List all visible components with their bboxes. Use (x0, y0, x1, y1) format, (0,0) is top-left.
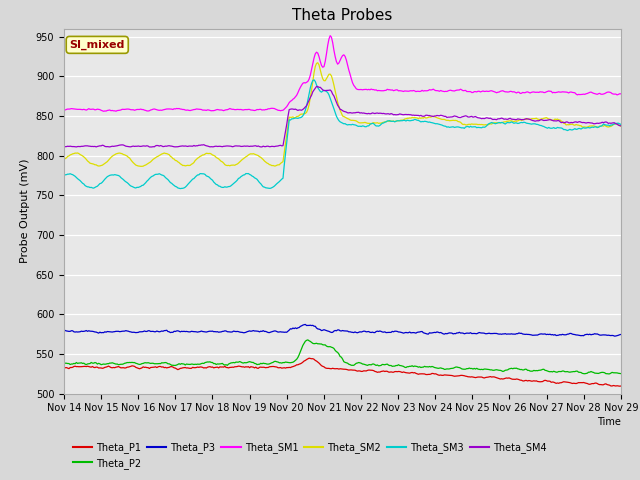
Text: Time: Time (597, 417, 621, 427)
Theta_SM1 (326, 33, 334, 38)
Theta_SM2 (465, 121, 473, 127)
Theta_SM4 (596, 120, 604, 126)
Theta_P3 (617, 332, 625, 337)
Theta_P2 (617, 371, 625, 376)
Theta_SM2 (611, 121, 618, 127)
Legend: Theta_P1, Theta_P2, Theta_P3, Theta_SM1, Theta_SM2, Theta_SM3, Theta_SM4: Theta_P1, Theta_P2, Theta_P3, Theta_SM1,… (69, 438, 550, 473)
Line: Theta_P1: Theta_P1 (64, 358, 621, 386)
Theta_P1 (375, 369, 383, 375)
Theta_SM3 (376, 122, 384, 128)
Theta_SM3 (153, 171, 161, 177)
Theta_P1 (609, 383, 617, 388)
Theta_P2 (304, 337, 312, 343)
Theta_SM4 (611, 120, 618, 126)
Theta_SM1 (154, 107, 162, 113)
Theta_SM4 (148, 144, 156, 150)
Theta_SM4 (376, 110, 384, 116)
Theta_SM4 (313, 84, 321, 89)
Theta_P3 (595, 332, 602, 337)
Theta_P3 (609, 333, 617, 338)
Theta_P2 (605, 371, 612, 377)
Theta_SM3 (465, 124, 473, 130)
Line: Theta_SM4: Theta_SM4 (64, 86, 621, 147)
Y-axis label: Probe Output (mV): Probe Output (mV) (20, 159, 30, 264)
Theta_SM1 (100, 108, 108, 114)
Theta_SM2 (122, 153, 130, 158)
Title: Theta Probes: Theta Probes (292, 9, 392, 24)
Line: Theta_SM3: Theta_SM3 (64, 80, 621, 189)
Theta_P2 (122, 360, 130, 366)
Theta_SM1 (124, 106, 131, 112)
Theta_SM1 (60, 107, 68, 113)
Theta_SM3 (617, 121, 625, 127)
Theta_SM1 (596, 90, 604, 96)
Theta_P3 (611, 333, 618, 339)
Theta_SM3 (596, 123, 604, 129)
Text: SI_mixed: SI_mixed (70, 40, 125, 50)
Theta_P3 (464, 330, 472, 336)
Theta_SM3 (611, 121, 618, 127)
Theta_SM4 (465, 114, 473, 120)
Theta_P2 (60, 360, 68, 366)
Theta_P3 (301, 322, 309, 327)
Line: Theta_SM2: Theta_SM2 (64, 63, 621, 167)
Theta_SM3 (310, 77, 318, 83)
Theta_P1 (60, 365, 68, 371)
Line: Theta_P2: Theta_P2 (64, 340, 621, 374)
Theta_P2 (611, 370, 618, 376)
Theta_SM2 (138, 164, 146, 169)
Theta_SM2 (154, 154, 162, 159)
Theta_SM4 (617, 123, 625, 129)
Theta_SM3 (122, 179, 130, 185)
Theta_P1 (616, 384, 623, 389)
Theta_SM2 (596, 124, 604, 130)
Theta_P3 (375, 329, 383, 335)
Theta_P2 (153, 361, 161, 367)
Theta_SM2 (376, 120, 384, 126)
Theta_SM2 (617, 123, 625, 129)
Theta_SM4 (60, 144, 68, 150)
Theta_P2 (375, 363, 383, 369)
Theta_P3 (122, 328, 130, 334)
Theta_P3 (60, 327, 68, 333)
Theta_SM4 (154, 143, 162, 148)
Theta_P1 (153, 365, 161, 371)
Theta_P3 (153, 328, 161, 334)
Line: Theta_SM1: Theta_SM1 (64, 36, 621, 111)
Theta_SM2 (60, 156, 68, 162)
Theta_SM1 (376, 88, 384, 94)
Theta_SM1 (465, 89, 473, 95)
Theta_SM3 (177, 186, 184, 192)
Theta_P1 (305, 355, 313, 361)
Theta_SM1 (617, 91, 625, 96)
Theta_P1 (122, 365, 130, 371)
Theta_SM2 (314, 60, 322, 66)
Theta_P1 (464, 374, 472, 380)
Line: Theta_P3: Theta_P3 (64, 324, 621, 336)
Theta_P1 (617, 383, 625, 389)
Theta_SM4 (122, 144, 130, 149)
Theta_P2 (464, 366, 472, 372)
Theta_SM3 (60, 172, 68, 178)
Theta_SM1 (611, 91, 618, 97)
Theta_P2 (595, 371, 602, 376)
Theta_P1 (595, 381, 602, 387)
